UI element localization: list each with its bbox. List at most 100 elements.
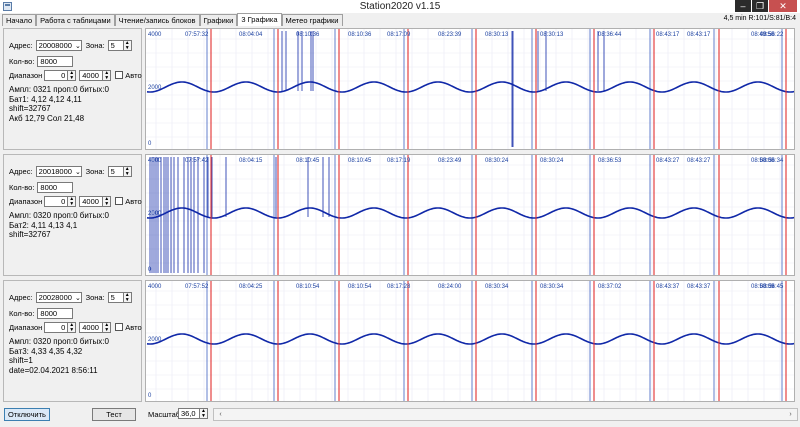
- waveform-series: [146, 81, 794, 93]
- auto-label: Авто: [125, 322, 142, 332]
- count-input[interactable]: 8000: [37, 55, 74, 67]
- timestamp-label: 08:24:00: [438, 284, 462, 290]
- disconnect-button[interactable]: Отключить: [4, 408, 50, 421]
- horizontal-scrollbar[interactable]: ‹ ›: [213, 408, 798, 421]
- zone-input[interactable]: 5: [107, 291, 124, 303]
- zone-label: Зона:: [85, 40, 105, 50]
- range-to-input[interactable]: 4000: [79, 321, 104, 333]
- timestamp-label: 08:30:24: [485, 158, 509, 164]
- range-from-spinner[interactable]: ▲ ▼: [68, 321, 77, 333]
- waveform-series: [146, 207, 794, 219]
- zone-spinner[interactable]: ▲ ▼: [123, 39, 132, 51]
- timestamp-label: 08:36:53: [598, 158, 622, 164]
- tab-meteo-graphs[interactable]: Метео графики: [281, 14, 343, 26]
- timestamp-label: 08:43:17: [656, 32, 680, 38]
- timestamp-label: 08:04:25: [239, 284, 263, 290]
- y-axis-label: 2000: [148, 337, 162, 343]
- address-select[interactable]: 20028000 ⌄: [35, 291, 82, 303]
- scroll-right-icon[interactable]: ›: [789, 411, 792, 418]
- timestamp-label: 08:43:37: [687, 284, 711, 290]
- zone-input[interactable]: 5: [107, 165, 124, 177]
- timestamp-label: 08:43:27: [687, 158, 711, 164]
- timestamp-label: 08:30:34: [485, 284, 509, 290]
- timestamp-label: 08:50:09: [751, 284, 775, 290]
- timestamp-label: 08:30:13: [485, 32, 509, 38]
- timestamp-label: 08:43:17: [687, 32, 711, 38]
- timestamp-label: 08:10:45: [348, 158, 372, 164]
- timestamp-label: 08:56:45: [760, 284, 784, 290]
- maximize-button[interactable]: ❐: [752, 0, 768, 12]
- timestamp-label: 08:17:19: [387, 158, 411, 164]
- timestamp-label: 08:10:36: [296, 32, 320, 38]
- chevron-down-icon: ⌄: [74, 42, 81, 50]
- count-input[interactable]: 8000: [37, 307, 74, 319]
- tab-graphs[interactable]: Графики: [199, 14, 238, 26]
- range-from-input[interactable]: 0: [44, 69, 69, 81]
- scale-input[interactable]: 36,0: [178, 408, 200, 419]
- zone-label: Зона:: [85, 292, 105, 302]
- scroll-left-icon[interactable]: ‹: [219, 411, 222, 418]
- zone-spinner[interactable]: ▲ ▼: [123, 291, 132, 303]
- chevron-down-icon: ⌄: [74, 168, 81, 176]
- y-axis-label: 0: [148, 141, 152, 147]
- auto-checkbox[interactable]: [115, 197, 124, 205]
- address-label: Адрес:: [9, 40, 33, 50]
- tab-tables[interactable]: Работа с таблицами: [36, 14, 115, 26]
- channel-panel-2: Адрес: 20018000 ⌄ Зона: 5 ▲ ▼ Кол-во: 8000…: [3, 154, 142, 276]
- address-label: Адрес:: [9, 292, 33, 302]
- tab-strip: Начало Работа с таблицами Чтение/запись …: [2, 13, 343, 26]
- timestamp-label: 08:43:27: [656, 158, 680, 164]
- range-to-spinner[interactable]: ▲ ▼: [103, 69, 112, 81]
- timestamp-label: 08:10:45: [296, 158, 320, 164]
- auto-label: Авто: [125, 196, 142, 206]
- channel-panel-3: Адрес: 20028000 ⌄ Зона: 5 ▲ ▼ Кол-во: 8000…: [3, 280, 142, 402]
- bottom-bar: Отключить Тест Масштаб: 36,0 ▲ ▼ ‹ ›: [0, 405, 800, 427]
- range-to-spinner[interactable]: ▲ ▼: [103, 321, 112, 333]
- close-button[interactable]: ✕: [769, 0, 797, 12]
- tab-blocks[interactable]: Чтение/запись блоков: [114, 14, 200, 26]
- title-bar: Station2020 v1.15 – ❐ ✕: [0, 0, 800, 13]
- timestamp-label: 07:57:52: [185, 284, 209, 290]
- range-from-spinner[interactable]: ▲ ▼: [68, 195, 77, 207]
- info-block: Ампл: 0320 проп:0 битых:0 Бат2: 4,11 4,13…: [9, 211, 109, 239]
- count-label: Кол-во:: [9, 56, 35, 66]
- range-from-spinner[interactable]: ▲ ▼: [68, 69, 77, 81]
- timestamp-label: 08:10:54: [348, 284, 372, 290]
- minimize-button[interactable]: –: [735, 0, 751, 12]
- scale-label: Масштаб:: [148, 410, 183, 419]
- timestamp-label: 08:56:34: [760, 158, 784, 164]
- timestamp-label: 08:56:22: [760, 32, 784, 38]
- range-to-spinner[interactable]: ▲ ▼: [103, 195, 112, 207]
- address-select[interactable]: 20018000 ⌄: [35, 165, 82, 177]
- timestamp-label: 08:43:37: [656, 284, 680, 290]
- address-select[interactable]: 20008000 ⌄: [35, 39, 82, 51]
- waveform-chart-3: 07:57:52 08:04:25 08:10:54 08:10:54 08:17:28…: [145, 280, 795, 402]
- status-text: 4,5 min R:101/S:81/B:4: [723, 15, 796, 22]
- range-label: Диапазон: [9, 322, 43, 332]
- range-from-input[interactable]: 0: [44, 321, 69, 333]
- range-from-input[interactable]: 0: [44, 195, 69, 207]
- waveform-chart-1: 07:57:32 08:04:04 08:10:36 08:10:36 08:17:09…: [145, 28, 795, 150]
- channel-panel-1: Адрес: 20008000 ⌄ Зона: 5 ▲ ▼ Кол-во: 8000…: [3, 28, 142, 150]
- range-to-input[interactable]: 4000: [79, 195, 104, 207]
- zone-spinner[interactable]: ▲ ▼: [123, 165, 132, 177]
- count-input[interactable]: 8000: [37, 181, 74, 193]
- y-axis-label: 4000: [148, 32, 162, 38]
- range-label: Диапазон: [9, 70, 43, 80]
- tab-3-graphs[interactable]: 3 Графика: [237, 13, 282, 26]
- scale-spinner[interactable]: ▲ ▼: [200, 408, 208, 419]
- auto-checkbox[interactable]: [115, 71, 124, 79]
- tab-start[interactable]: Начало: [2, 14, 37, 26]
- auto-checkbox[interactable]: [115, 323, 124, 331]
- zone-input[interactable]: 5: [107, 39, 124, 51]
- range-label: Диапазон: [9, 196, 43, 206]
- timestamp-label: 08:30:13: [540, 32, 564, 38]
- timestamp-label: 08:36:44: [598, 32, 622, 38]
- test-button[interactable]: Тест: [92, 408, 136, 421]
- chevron-down-icon: ⌄: [74, 294, 81, 302]
- range-to-input[interactable]: 4000: [79, 69, 104, 81]
- app-icon: [3, 2, 12, 11]
- chart-svg: 07:57:52 08:04:25 08:10:54 08:10:54 08:17:28…: [146, 281, 794, 401]
- timestamp-label: 08:10:54: [296, 284, 320, 290]
- y-axis-label: 0: [148, 393, 152, 399]
